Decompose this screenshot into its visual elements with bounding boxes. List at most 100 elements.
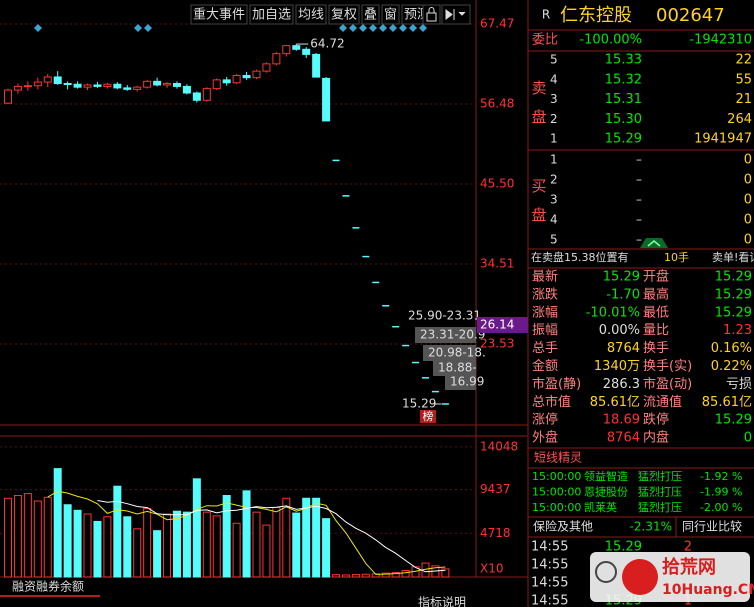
toolbar-button-label[interactable]: 窗 — [384, 7, 397, 23]
quote-value: 1340万 — [594, 359, 640, 374]
event-marker[interactable] — [134, 24, 142, 32]
candle-body — [272, 53, 281, 65]
candle-body — [113, 83, 122, 89]
volume-bar — [153, 530, 162, 578]
tick-time: 14:55 — [531, 594, 568, 607]
volume: 0 — [744, 173, 752, 188]
toolbar-button-label[interactable]: 均线 — [298, 8, 324, 23]
volume-bar — [23, 493, 32, 578]
event-marker[interactable] — [419, 24, 427, 32]
volume-bar — [63, 504, 72, 578]
value: -1942310 — [689, 33, 752, 48]
toolbar-button-label[interactable]: 重大事件 — [193, 7, 245, 23]
candle-body — [83, 84, 92, 88]
candle-body — [202, 88, 211, 101]
quote-label: 最高 — [643, 286, 669, 302]
toolbar-icon[interactable] — [441, 4, 471, 25]
price: – — [636, 193, 642, 207]
quote-label: 内盘 — [643, 430, 669, 446]
toolbar-button[interactable] — [328, 4, 360, 25]
limit-label: 18.88- — [438, 361, 477, 375]
volume: 264 — [727, 112, 752, 127]
y-tick-label: 67.47 — [480, 17, 514, 31]
toolbar-button[interactable] — [295, 4, 327, 25]
toolbar-button[interactable] — [190, 4, 248, 25]
event-marker[interactable] — [379, 24, 387, 32]
quote-label: 换手 — [643, 341, 669, 356]
volume-bar — [312, 497, 321, 578]
news-time: 15:00:00 — [532, 470, 581, 483]
tick-price: 15.29 — [605, 540, 642, 555]
tick-time: 14:55 — [531, 540, 568, 555]
tick-volume: 2 — [684, 540, 692, 555]
volume-bar — [361, 573, 370, 578]
candle-body — [252, 70, 261, 79]
label-box — [445, 374, 476, 390]
event-marker[interactable] — [359, 24, 367, 32]
footer-link[interactable]: 指标说明 — [418, 595, 466, 607]
volume: 21 — [735, 92, 752, 107]
volume-bar — [232, 522, 241, 578]
quote-value: 15.29 — [715, 413, 752, 428]
candle-body — [182, 85, 191, 94]
news-stock: 凯莱英 — [584, 500, 617, 514]
quote-value: -1.70 — [606, 287, 640, 302]
event-marker[interactable] — [349, 24, 357, 32]
quote-value: 15.29 — [715, 305, 752, 320]
level: 5 — [550, 53, 558, 67]
quote-value: 0.16% — [711, 341, 752, 356]
cursor-price-box — [477, 316, 528, 333]
notice-link[interactable]: 卖单!看详细 — [712, 250, 754, 264]
event-marker[interactable] — [34, 24, 42, 32]
event-marker[interactable] — [389, 24, 397, 32]
label-box — [415, 327, 476, 343]
stock-code: 002647 — [656, 5, 725, 26]
volume-bar — [341, 574, 350, 578]
industry-compare[interactable]: 同行业比较 — [682, 519, 742, 534]
volume-bar — [53, 468, 62, 578]
volume-bar — [4, 497, 12, 578]
event-marker[interactable] — [399, 24, 407, 32]
quote-value: 1.23 — [723, 323, 752, 338]
volume-bar — [172, 510, 181, 578]
level: 5 — [550, 233, 558, 247]
candle-body — [93, 84, 102, 87]
quote-value: 15.29 — [715, 270, 752, 285]
volume-bar — [391, 572, 400, 578]
toolbar-button[interactable] — [361, 4, 380, 25]
event-marker[interactable] — [339, 24, 347, 32]
footer-tab[interactable]: 融资融券余额 — [12, 579, 84, 594]
expand-button[interactable] — [640, 238, 668, 248]
volume-bar — [332, 574, 341, 578]
toolbar-button[interactable] — [381, 4, 400, 25]
level: 3 — [550, 193, 558, 207]
volume-bar — [292, 512, 301, 578]
volume-bar — [133, 528, 142, 578]
candle-body — [33, 81, 42, 87]
candle-body — [4, 89, 12, 104]
section-title[interactable]: 短线精灵 — [534, 451, 582, 465]
volume-bar — [73, 509, 82, 578]
quote-value: 15.29 — [603, 270, 640, 285]
event-marker[interactable] — [144, 24, 152, 32]
toolbar-button[interactable] — [249, 4, 294, 25]
event-marker[interactable] — [369, 24, 377, 32]
quote-label: 振幅 — [532, 323, 558, 338]
news-event: 猛烈打压 — [638, 469, 682, 483]
price: – — [636, 153, 642, 167]
quote-label: 最低 — [643, 305, 669, 320]
candle-body — [222, 79, 231, 84]
news-change: -1.99 % — [700, 486, 742, 499]
toolbar-button-label[interactable]: 复权 — [331, 7, 357, 23]
candle-body — [13, 85, 22, 91]
event-marker[interactable] — [409, 24, 417, 32]
limit-label: 23.31-20.9 — [420, 328, 485, 342]
volume: 55 — [735, 72, 752, 87]
toolbar-button-label[interactable]: 加自选 — [252, 8, 291, 23]
toolbar-button-label[interactable]: 叠 — [364, 8, 377, 23]
volume-bar — [242, 490, 251, 578]
quote-label: 总手 — [532, 341, 558, 356]
volume: 0 — [744, 213, 752, 228]
